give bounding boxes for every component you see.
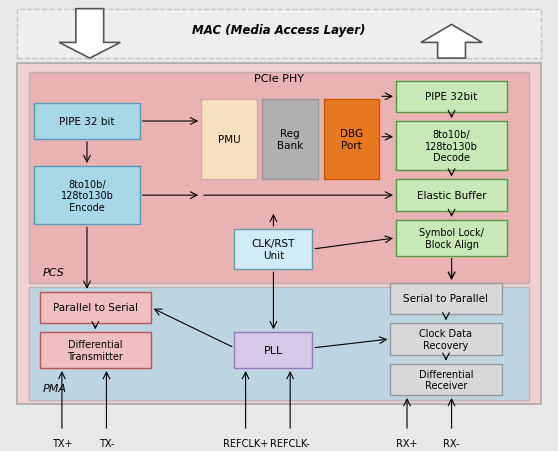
- Text: RX-: RX-: [443, 438, 460, 448]
- Text: PCS: PCS: [42, 267, 64, 277]
- Bar: [40, 292, 151, 323]
- Text: Clock Data
Recovery: Clock Data Recovery: [420, 328, 473, 350]
- Bar: [396, 221, 507, 256]
- Text: Differential
Receiver: Differential Receiver: [418, 369, 473, 390]
- Bar: [396, 122, 507, 171]
- Text: TX+: TX+: [52, 438, 72, 448]
- Bar: [201, 99, 257, 180]
- Bar: [17, 9, 541, 59]
- Text: DBG
Port: DBG Port: [340, 129, 363, 151]
- Polygon shape: [421, 25, 482, 59]
- Text: RX+: RX+: [396, 438, 418, 448]
- Text: 8to10b/
128to130b
Decode: 8to10b/ 128to130b Decode: [425, 130, 478, 163]
- Bar: [34, 166, 140, 225]
- Bar: [396, 81, 507, 113]
- Bar: [17, 64, 541, 404]
- Text: PCIe PHY: PCIe PHY: [254, 74, 304, 84]
- Text: REFCLK-: REFCLK-: [270, 438, 310, 448]
- Text: Symbol Lock/
Block Align: Symbol Lock/ Block Align: [419, 227, 484, 249]
- Text: Parallel to Serial: Parallel to Serial: [53, 303, 138, 313]
- Bar: [234, 332, 312, 368]
- Bar: [40, 332, 151, 368]
- Text: PMA: PMA: [42, 383, 66, 393]
- Text: PIPE 32bit: PIPE 32bit: [425, 92, 478, 102]
- Bar: [391, 283, 502, 314]
- Text: REFCLK+: REFCLK+: [223, 438, 268, 448]
- Text: PIPE 32 bit: PIPE 32 bit: [59, 117, 115, 127]
- Bar: [391, 323, 502, 355]
- Text: TX-: TX-: [99, 438, 114, 448]
- Polygon shape: [59, 9, 121, 59]
- Text: MAC (Media Access Layer): MAC (Media Access Layer): [193, 24, 365, 37]
- Text: Differential
Transmitter: Differential Transmitter: [68, 340, 123, 361]
- Bar: [324, 99, 379, 180]
- Text: CLK/RST
Unit: CLK/RST Unit: [252, 239, 295, 260]
- Bar: [234, 230, 312, 270]
- Text: 8to10b/
128to130b
Encode: 8to10b/ 128to130b Encode: [60, 179, 113, 212]
- Bar: [34, 104, 140, 140]
- Text: Elastic Buffer: Elastic Buffer: [417, 191, 487, 201]
- Bar: [28, 288, 530, 400]
- Bar: [262, 99, 318, 180]
- Bar: [28, 73, 530, 283]
- Bar: [391, 364, 502, 395]
- Text: Serial to Parallel: Serial to Parallel: [403, 294, 488, 304]
- Text: PLL: PLL: [264, 345, 283, 355]
- Text: Reg
Bank: Reg Bank: [277, 129, 303, 151]
- Bar: [396, 180, 507, 212]
- Text: PMU: PMU: [218, 135, 240, 145]
